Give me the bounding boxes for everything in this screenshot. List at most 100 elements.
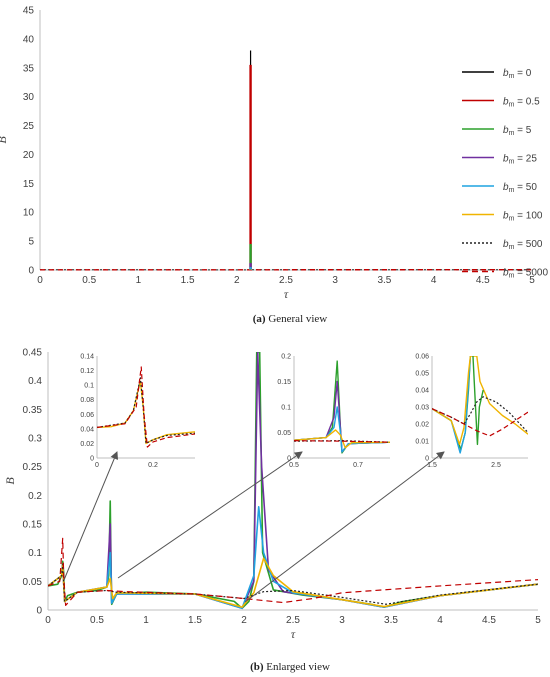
x-axis-label: τ [284, 287, 289, 301]
inset-x-tick-label: 0.5 [289, 462, 299, 469]
legend-var: b [503, 154, 509, 165]
x-tick-label: 0 [45, 615, 51, 626]
inset-x-tick-label: 0.2 [148, 462, 158, 469]
legend-sub: m [509, 102, 515, 109]
x-tick-label: 4 [437, 615, 443, 626]
inset-y-tick-label: 0.04 [80, 426, 94, 433]
x-tick-label: 3 [332, 275, 338, 286]
inset-series-group [294, 360, 390, 454]
legend-entry: bm = 5 [503, 125, 532, 137]
legend-value: = 50 [514, 182, 537, 193]
y-tick-label: 30 [23, 92, 35, 103]
inset-y-tick-label: 0.03 [415, 405, 429, 412]
inset-y-tick-label: 0.02 [80, 441, 94, 448]
legend-entry: bm = 0.5 [503, 97, 540, 109]
series-line [48, 557, 538, 608]
x-tick-label: 1.5 [188, 615, 202, 626]
inset-y-tick-label: 0.05 [415, 371, 429, 378]
x-tick-label: 0.5 [82, 275, 96, 286]
x-tick-label: 1.5 [181, 275, 195, 286]
legend-entry: bm = 0 [503, 68, 532, 80]
legend-sub: m [509, 130, 515, 137]
y-tick-label: 40 [23, 34, 35, 45]
inset-series-line [432, 356, 528, 446]
x-tick-label: 4.5 [476, 275, 490, 286]
inset-series-line [97, 366, 195, 448]
x-tick-label: 0.5 [90, 615, 104, 626]
legend-value: = 100 [514, 211, 543, 222]
x-tick-label: 1 [143, 615, 149, 626]
legend-value: = 500 [514, 239, 543, 250]
legend-value: = 0.5 [514, 97, 540, 108]
x-tick-label: 2.5 [279, 275, 293, 286]
x-tick-label: 3.5 [377, 275, 391, 286]
y-tick-label: 0.35 [23, 405, 43, 416]
series-line [48, 537, 538, 607]
legend-sub: m [509, 73, 515, 80]
y-tick-label: 5 [28, 237, 34, 248]
y-tick-label: 0 [36, 606, 42, 617]
zoom-arrow [244, 451, 445, 603]
legend-entry: bm = 5000 [503, 268, 548, 280]
inset-y-tick-label: 0.04 [415, 388, 429, 395]
inset-y-tick-label: 0.15 [277, 379, 291, 386]
x-tick-label: 5 [535, 615, 541, 626]
y-tick-label: 45 [23, 6, 35, 17]
inset-y-tick-label: 0.1 [84, 383, 94, 390]
y-tick-label: 0.3 [28, 434, 42, 445]
legend-entry: bm = 100 [503, 211, 543, 223]
y-tick-label: 0.05 [23, 577, 43, 588]
inset-series-line [432, 408, 528, 437]
y-tick-label: 25 [23, 121, 35, 132]
x-axis-label: τ [291, 627, 296, 641]
y-tick-label: 35 [23, 63, 35, 74]
y-axis-label: B [3, 477, 17, 485]
inset-x-tick-label: 0 [95, 462, 99, 469]
inset-y-tick-label: 0.06 [415, 354, 429, 361]
inset-series-line [294, 429, 390, 449]
legend-sub: m [509, 159, 515, 166]
legend-entry: bm = 50 [503, 182, 537, 194]
y-tick-label: 0.4 [28, 376, 42, 387]
y-tick-label: 0.25 [23, 462, 43, 473]
x-tick-label: 3 [339, 615, 345, 626]
x-tick-label: 3.5 [384, 615, 398, 626]
y-tick-label: 20 [23, 150, 35, 161]
inset-y-tick-label: 0 [287, 456, 291, 463]
y-tick-label: 0.1 [28, 548, 42, 559]
inset-y-tick-label: 0.1 [281, 405, 291, 412]
series-line [48, 563, 538, 605]
x-tick-label: 4 [431, 275, 437, 286]
legend-value: = 0 [514, 68, 531, 79]
inset-series-group [432, 356, 528, 454]
x-tick-label: 2.5 [286, 615, 300, 626]
x-tick-label: 5 [529, 275, 535, 286]
inset-x-tick-label: 0.7 [353, 462, 363, 469]
legend-sub: m [509, 244, 515, 251]
legend-entry: bm = 25 [503, 154, 537, 166]
legend-sub: m [509, 273, 515, 280]
inset-x-tick-label: 2.5 [491, 462, 501, 469]
inset-y-tick-label: 0.08 [80, 397, 94, 404]
caption-a: (a) General view [253, 313, 328, 325]
legend-var: b [503, 68, 509, 79]
zoom-arrow [117, 451, 303, 579]
legend-value: = 5 [514, 125, 531, 136]
legend-value: = 25 [514, 154, 537, 165]
inset-y-tick-label: 0.05 [277, 430, 291, 437]
y-tick-label: 10 [23, 208, 35, 219]
series-group [48, 352, 538, 610]
inset-y-tick-label: 0.12 [80, 368, 94, 375]
inset-series-line [472, 356, 484, 446]
legend-var: b [503, 211, 509, 222]
panel-a-general-view: 0 0.5 1 1.5 2 2.5 3 3.5 4 4.5 5 0 5 10 15 20 25 30 35 40 45 τ… [0, 6, 548, 302]
zoom-arrow [63, 451, 119, 581]
legend-entry: bm = 500 [503, 239, 543, 251]
y-tick-label: 0.2 [28, 491, 42, 502]
y-tick-label: 0.15 [23, 520, 43, 531]
inset-y-tick-label: 0.02 [415, 422, 429, 429]
inset-y-tick-label: 0.14 [80, 354, 94, 361]
y-tick-label: 0.45 [23, 348, 43, 359]
